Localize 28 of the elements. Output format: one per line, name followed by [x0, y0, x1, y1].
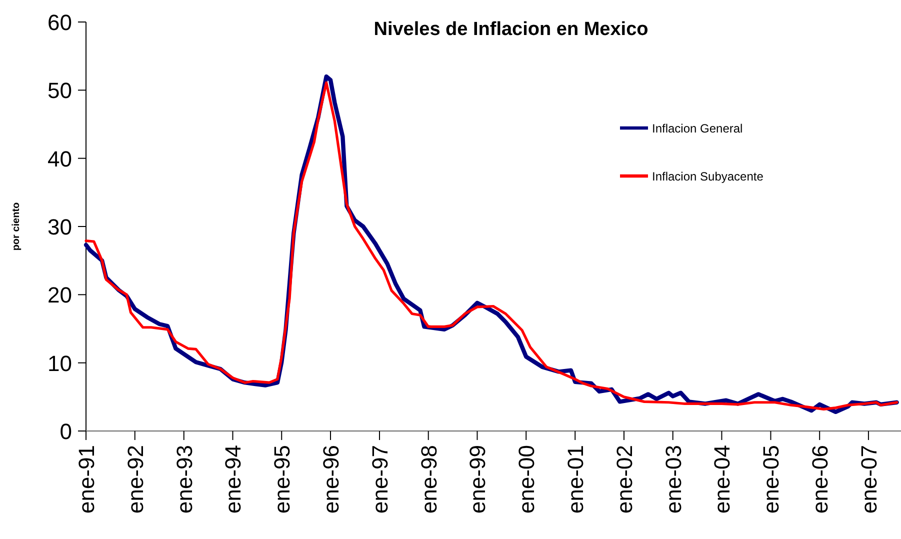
- x-tick-label: ene-96: [318, 445, 344, 514]
- x-tick-label: ene-92: [122, 445, 148, 514]
- x-tick-label: ene-91: [74, 445, 99, 514]
- y-tick-label: 0: [60, 418, 72, 444]
- chart-title: Niveles de Inflacion en Mexico: [374, 19, 648, 40]
- y-tick-label: 50: [48, 78, 72, 104]
- x-tick-label: ene-93: [172, 445, 197, 514]
- x-tick-label: ene-95: [270, 445, 295, 514]
- x-tick-label: ene-97: [367, 445, 392, 514]
- x-tick-label: ene-99: [465, 445, 490, 514]
- x-tick-label: ene-02: [612, 445, 637, 514]
- x-tick-label: ene-00: [514, 445, 540, 514]
- x-tick-label: ene-05: [758, 445, 784, 514]
- x-tick-label: ene-01: [563, 445, 588, 514]
- x-tick-label: ene-03: [660, 445, 686, 514]
- y-tick-label: 20: [48, 282, 72, 308]
- y-tick-label: 40: [48, 146, 72, 172]
- x-tick-label: ene-07: [856, 445, 882, 514]
- y-axis-title: por ciento: [11, 202, 22, 251]
- legend-label: Inflacion General: [652, 121, 743, 136]
- y-tick-label: 60: [48, 10, 72, 35]
- y-tick-label: 30: [48, 214, 72, 240]
- x-tick-label: ene-98: [416, 445, 442, 514]
- legend-label: Inflacion Subyacente: [652, 169, 764, 184]
- x-tick-label: ene-06: [808, 445, 833, 514]
- x-tick-label: ene-04: [710, 445, 735, 514]
- x-tick-label: ene-94: [220, 445, 246, 514]
- y-tick-label: 10: [48, 350, 72, 376]
